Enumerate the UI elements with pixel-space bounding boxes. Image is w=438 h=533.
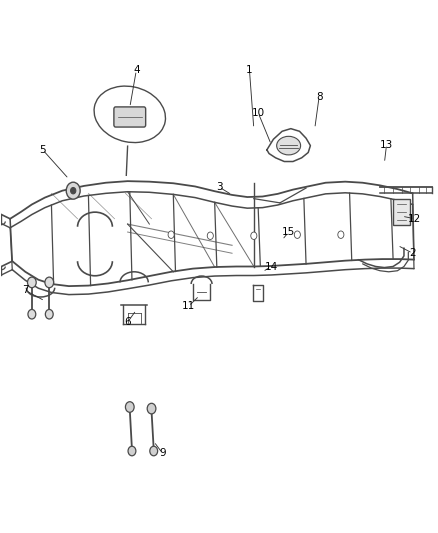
Circle shape [71,188,76,194]
Text: 14: 14 [265,262,278,271]
Text: 3: 3 [215,182,223,192]
Text: 7: 7 [22,285,28,295]
Circle shape [207,232,213,239]
Text: 8: 8 [316,92,322,102]
FancyBboxPatch shape [114,107,146,127]
Circle shape [28,310,36,319]
Text: 13: 13 [380,140,393,150]
Circle shape [128,446,136,456]
Circle shape [45,277,53,288]
Text: 1: 1 [246,66,253,75]
Circle shape [338,231,344,238]
Text: 4: 4 [133,66,140,75]
Circle shape [150,446,158,456]
Text: 6: 6 [124,317,131,327]
FancyBboxPatch shape [393,199,410,225]
Circle shape [251,232,257,239]
Text: 9: 9 [159,448,166,458]
Circle shape [294,231,300,238]
Circle shape [168,231,174,238]
Text: 11: 11 [182,301,195,311]
Circle shape [46,310,53,319]
Text: 15: 15 [282,227,295,237]
Text: 10: 10 [251,108,265,118]
Circle shape [66,182,80,199]
Circle shape [147,403,156,414]
Text: 12: 12 [408,214,421,224]
Circle shape [28,277,36,288]
Circle shape [125,402,134,413]
Ellipse shape [277,136,300,155]
Text: 5: 5 [39,145,46,155]
Text: 2: 2 [410,248,416,259]
